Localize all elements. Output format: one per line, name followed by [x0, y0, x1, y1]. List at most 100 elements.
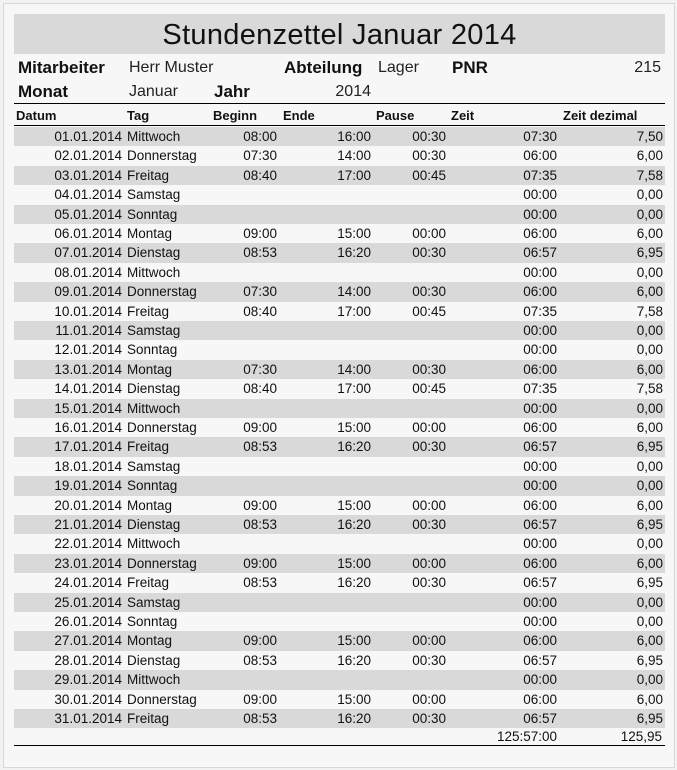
cell-pause: 00:30 [412, 439, 446, 455]
header-bottom-rule [14, 125, 665, 126]
table-row: 29.01.2014 Mittwoch 00:00 0,00 [14, 670, 665, 690]
cell-ende: 15:00 [337, 420, 371, 435]
cell-ende: 16:20 [337, 439, 371, 455]
table-row: 14.01.2014 Dienstag 08:40 17:00 00:45 07:35 7,… [14, 379, 665, 398]
cell-zeit: 06:57 [523, 652, 557, 668]
cell-zeit-dezimal: 7,58 [636, 303, 663, 319]
cell-pause: 00:00 [412, 555, 446, 571]
table-row: 19.01.2014 Sonntag 00:00 0,00 [14, 476, 665, 496]
cell-tag: Sonntag [127, 342, 178, 358]
table-row: 28.01.2014 Dienstag 08:53 16:20 00:30 06:57 6,… [14, 651, 665, 670]
total-zeit: 125:57:00 [496, 729, 557, 744]
cell-zeit: 06:57 [523, 575, 557, 591]
cell-datum: 05.01.2014 [54, 206, 122, 222]
cell-zeit-dezimal: 6,95 [636, 517, 663, 532]
col-header-ende: Ende [283, 108, 315, 123]
cell-beginn: 08:53 [243, 245, 277, 261]
cell-pause: 00:00 [412, 691, 446, 707]
cell-beginn: 08:53 [243, 517, 277, 532]
cell-tag: Montag [127, 633, 173, 649]
table-row: 09.01.2014 Donnerstag 07:30 14:00 00:30 06:00… [14, 282, 665, 302]
cell-tag: Donnerstag [127, 555, 197, 571]
cell-datum: 13.01.2014 [54, 361, 122, 377]
cell-ende: 16:20 [337, 652, 371, 668]
col-header-datum: Datum [16, 108, 57, 123]
cell-zeit-dezimal: 0,00 [636, 187, 663, 203]
cell-ende: 14:00 [337, 361, 371, 377]
cell-pause: 00:45 [412, 167, 446, 183]
cell-tag: Mittwoch [127, 400, 181, 416]
cell-tag: Sonntag [127, 206, 178, 222]
cell-tag: Dienstag [127, 245, 181, 261]
cell-zeit-dezimal: 6,00 [636, 226, 663, 241]
table-row: 10.01.2014 Freitag 08:40 17:00 00:45 07:35 7,5… [14, 302, 665, 321]
cell-pause: 00:30 [412, 711, 446, 726]
abteilung-value: Lager [378, 59, 419, 76]
table-row: 27.01.2014 Montag 09:00 15:00 00:00 06:00 6,00 [14, 631, 665, 651]
cell-datum: 04.01.2014 [54, 187, 122, 203]
cell-zeit-dezimal: 0,00 [636, 614, 663, 629]
cell-tag: Montag [127, 226, 173, 241]
cell-tag: Donnerstag [127, 691, 197, 707]
cell-tag: Freitag [127, 575, 170, 591]
cell-zeit-dezimal: 6,95 [636, 652, 663, 668]
cell-beginn: 08:00 [243, 129, 277, 144]
cell-zeit: 06:00 [523, 361, 557, 377]
cell-zeit: 07:30 [523, 129, 557, 144]
cell-zeit-dezimal: 7,58 [636, 167, 663, 183]
cell-tag: Donnerstag [127, 420, 197, 435]
cell-zeit-dezimal: 7,50 [636, 129, 663, 144]
cell-datum: 16.01.2014 [54, 420, 122, 435]
cell-zeit-dezimal: 0,00 [636, 594, 663, 610]
col-header-beginn: Beginn [213, 108, 258, 123]
table-row: 05.01.2014 Sonntag 00:00 0,00 [14, 204, 665, 224]
cell-beginn: 09:00 [243, 226, 277, 241]
cell-zeit-dezimal: 6,95 [636, 439, 663, 455]
pnr-value: 215 [634, 59, 661, 76]
cell-zeit-dezimal: 0,00 [636, 458, 663, 474]
monat-value: Januar [129, 83, 178, 100]
cell-tag: Freitag [127, 303, 170, 319]
page-title: Stundenzettel Januar 2014 [14, 14, 665, 54]
cell-tag: Samstag [127, 594, 181, 610]
total-dezimal: 125,95 [620, 729, 662, 744]
cell-ende: 16:20 [337, 711, 371, 726]
cell-zeit: 06:00 [523, 497, 557, 513]
cell-beginn: 09:00 [243, 420, 277, 435]
cell-beginn: 09:00 [243, 633, 277, 649]
col-header-pause: Pause [376, 108, 415, 123]
cell-zeit: 06:00 [523, 691, 557, 707]
cell-beginn: 08:53 [243, 439, 277, 455]
cell-zeit: 06:57 [523, 439, 557, 455]
cell-pause: 00:30 [412, 245, 446, 261]
cell-zeit-dezimal: 6,95 [636, 575, 663, 591]
cell-zeit: 00:00 [523, 400, 557, 416]
table-row: 21.01.2014 Dienstag 08:53 16:20 00:30 06:57 6,… [14, 515, 665, 535]
cell-ende: 17:00 [337, 381, 371, 397]
cell-ende: 16:20 [337, 517, 371, 532]
cell-tag: Dienstag [127, 652, 181, 668]
cell-zeit-dezimal: 7,58 [636, 381, 663, 397]
cell-tag: Samstag [127, 187, 181, 203]
cell-datum: 14.01.2014 [54, 381, 122, 397]
cell-datum: 27.01.2014 [54, 633, 122, 649]
cell-zeit: 06:57 [523, 245, 557, 261]
cell-zeit-dezimal: 0,00 [636, 400, 663, 416]
cell-beginn: 09:00 [243, 555, 277, 571]
cell-zeit-dezimal: 0,00 [636, 478, 663, 494]
cell-zeit: 00:00 [523, 594, 557, 610]
cell-zeit-dezimal: 0,00 [636, 264, 663, 280]
cell-pause: 00:00 [412, 420, 446, 435]
table-row: 08.01.2014 Mittwoch 00:00 0,00 [14, 263, 665, 282]
cell-ende: 14:00 [337, 284, 371, 300]
cell-tag: Samstag [127, 458, 181, 474]
cell-datum: 29.01.2014 [54, 672, 122, 688]
cell-pause: 00:30 [412, 361, 446, 377]
cell-datum: 28.01.2014 [54, 652, 122, 668]
table-row: 23.01.2014 Donnerstag 09:00 15:00 00:00 06:00… [14, 553, 665, 574]
cell-tag: Sonntag [127, 614, 178, 629]
cell-zeit: 00:00 [523, 672, 557, 688]
cell-zeit: 07:35 [523, 303, 557, 319]
cell-zeit: 06:57 [523, 711, 557, 726]
cell-datum: 06.01.2014 [54, 226, 122, 241]
